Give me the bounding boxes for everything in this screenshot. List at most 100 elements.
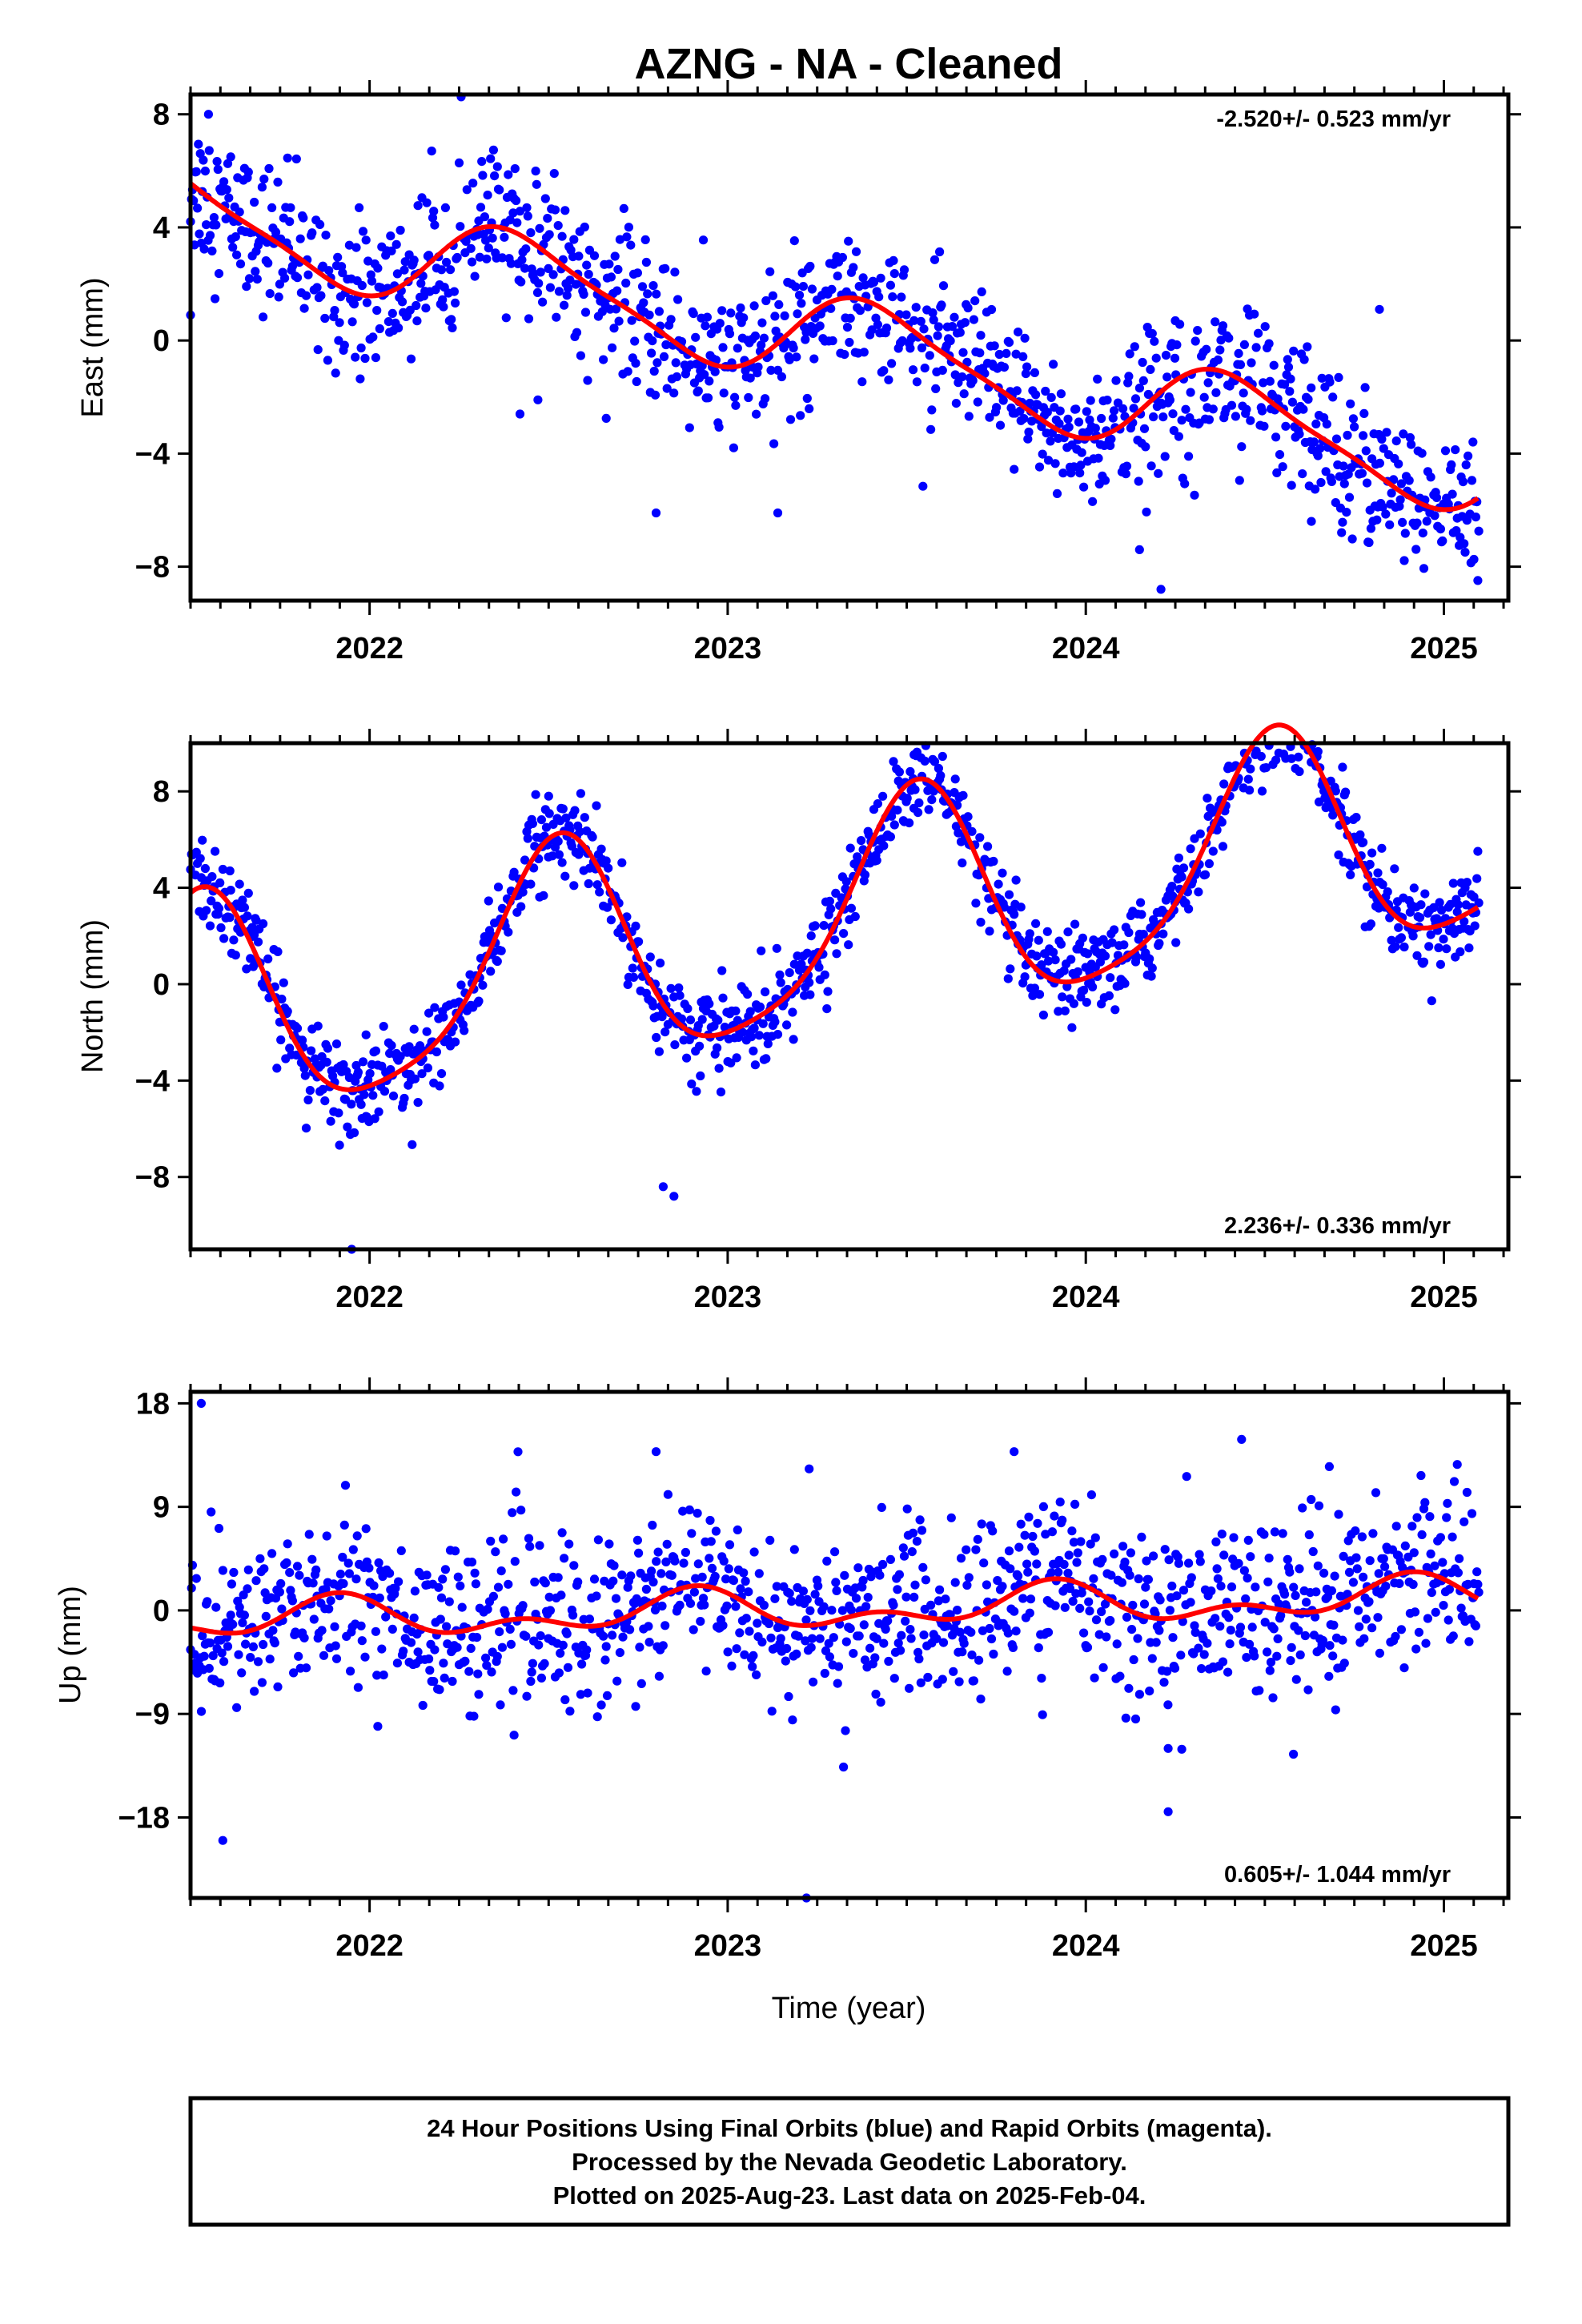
data-point xyxy=(788,1007,797,1017)
data-point xyxy=(889,255,898,265)
data-point xyxy=(861,1602,871,1611)
data-point xyxy=(528,1659,538,1668)
data-point xyxy=(1382,428,1391,437)
data-point xyxy=(273,947,283,956)
data-point xyxy=(701,321,710,331)
data-point xyxy=(691,1574,701,1583)
data-point xyxy=(1265,376,1275,386)
data-point xyxy=(916,1678,926,1687)
data-point xyxy=(1420,1498,1430,1507)
data-point xyxy=(204,146,214,155)
data-point xyxy=(654,1047,665,1056)
data-point xyxy=(1272,1651,1282,1661)
data-point xyxy=(315,219,325,229)
data-point xyxy=(851,247,861,256)
data-point xyxy=(505,215,515,225)
data-point xyxy=(1054,1567,1063,1577)
data-point xyxy=(237,1668,247,1678)
data-point xyxy=(1130,342,1139,352)
data-point xyxy=(648,1520,657,1530)
data-point xyxy=(1246,1552,1255,1562)
data-point xyxy=(1143,1574,1153,1584)
data-point xyxy=(534,1640,544,1650)
y-tick-label: 0 xyxy=(153,968,170,1002)
y-tick-label: 4 xyxy=(153,211,170,245)
data-point xyxy=(1303,342,1312,352)
data-point xyxy=(248,1642,258,1651)
data-point xyxy=(733,344,742,353)
data-point xyxy=(1278,1529,1287,1538)
data-point xyxy=(1373,1613,1383,1622)
data-point xyxy=(914,1654,924,1664)
data-point xyxy=(755,1002,765,1011)
data-point xyxy=(829,1633,838,1642)
data-point xyxy=(1016,1519,1026,1529)
data-point xyxy=(968,376,978,385)
data-point xyxy=(1425,1512,1435,1522)
data-point xyxy=(251,915,261,925)
data-point xyxy=(1359,408,1369,418)
data-point xyxy=(1371,1488,1381,1498)
data-point xyxy=(774,300,784,309)
data-point xyxy=(1415,913,1425,923)
data-point xyxy=(889,820,899,830)
data-point xyxy=(1422,517,1431,526)
data-point xyxy=(574,850,584,859)
data-point xyxy=(754,1031,764,1040)
data-point xyxy=(1208,846,1218,856)
data-point xyxy=(989,856,998,866)
data-point xyxy=(666,983,676,993)
data-point xyxy=(1365,1556,1375,1566)
data-point xyxy=(204,1663,214,1673)
data-point xyxy=(905,1683,914,1693)
data-point xyxy=(1411,545,1421,554)
data-point xyxy=(1227,400,1237,410)
data-point xyxy=(825,896,834,906)
y-tick-label: 9 xyxy=(153,1491,170,1525)
data-point xyxy=(207,1507,216,1517)
data-point xyxy=(1259,378,1268,388)
data-point xyxy=(615,235,625,244)
data-point xyxy=(1442,944,1452,954)
data-point xyxy=(592,801,601,810)
data-point xyxy=(759,1600,769,1610)
data-point xyxy=(921,1575,930,1585)
data-point xyxy=(1464,1637,1474,1647)
data-point xyxy=(219,1657,229,1667)
data-point xyxy=(340,1481,351,1490)
data-point xyxy=(650,1605,661,1614)
data-point xyxy=(1234,348,1243,358)
data-point xyxy=(1161,351,1171,360)
data-point xyxy=(830,935,840,945)
data-point xyxy=(1124,372,1134,381)
data-point xyxy=(263,954,273,963)
data-point xyxy=(793,1631,803,1641)
data-point xyxy=(1409,1548,1419,1558)
data-point xyxy=(573,1577,583,1586)
data-point xyxy=(436,1593,447,1602)
footer-line-2: Processed by the Nevada Geodetic Laborat… xyxy=(572,2148,1127,2176)
data-point xyxy=(540,1659,549,1668)
data-point xyxy=(874,292,884,302)
data-point xyxy=(1344,493,1355,502)
data-point xyxy=(1171,938,1181,947)
data-point xyxy=(1443,1498,1452,1508)
data-point xyxy=(1086,1490,1096,1500)
data-point xyxy=(267,1549,277,1558)
data-point xyxy=(1423,1614,1432,1623)
data-point xyxy=(305,1086,315,1096)
data-point xyxy=(1378,502,1387,512)
data-point xyxy=(569,1561,579,1570)
y-tick-label: −9 xyxy=(135,1698,170,1731)
data-point xyxy=(938,281,949,291)
data-point xyxy=(976,918,986,927)
data-point xyxy=(931,384,941,393)
data-point xyxy=(930,757,940,766)
data-point xyxy=(845,313,855,323)
data-point xyxy=(469,1711,479,1721)
data-point xyxy=(282,1558,291,1568)
data-point xyxy=(985,412,994,422)
data-point xyxy=(1309,437,1319,447)
data-point xyxy=(264,163,274,174)
data-point xyxy=(1474,898,1484,907)
